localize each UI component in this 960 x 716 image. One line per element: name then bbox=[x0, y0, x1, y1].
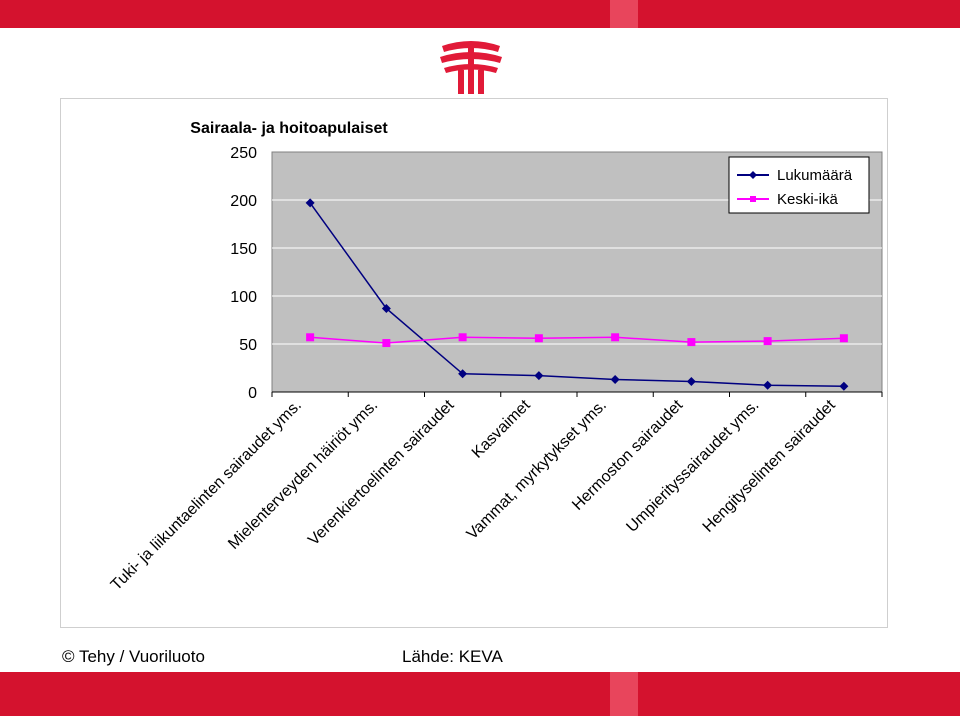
line-chart: 0 50 100 150 200 250 Tuki- ja liikuntaelinten… bbox=[108, 120, 883, 594]
data-point bbox=[382, 339, 391, 348]
data-point bbox=[534, 334, 543, 343]
band-segment bbox=[610, 672, 638, 716]
band-segment bbox=[0, 672, 610, 716]
legend-label-age: Keski-ikä bbox=[777, 191, 839, 208]
y-axis-tick-labels: 0 50 100 150 200 250 bbox=[230, 145, 257, 402]
series-lines bbox=[305, 198, 849, 391]
y-tick-label: 250 bbox=[230, 145, 257, 162]
top-color-band bbox=[0, 0, 960, 28]
y-tick-label: 150 bbox=[230, 241, 257, 258]
data-point bbox=[686, 376, 696, 386]
series-line bbox=[310, 336, 844, 344]
data-point bbox=[306, 333, 315, 342]
x-tick-label: Hengityselinten sairaudet bbox=[700, 396, 839, 535]
data-point bbox=[381, 303, 391, 313]
legend-marker-age bbox=[750, 196, 756, 202]
legend-marker-count bbox=[749, 171, 757, 179]
data-point bbox=[305, 198, 315, 208]
y-tick-label: 200 bbox=[230, 193, 257, 210]
data-point bbox=[534, 371, 544, 381]
band-segment bbox=[638, 0, 960, 28]
x-tick-label: Umpierityssairaudet yms. bbox=[623, 397, 762, 536]
x-tick-label: Mielenterveyden häiriöt yms. bbox=[225, 397, 381, 553]
data-point bbox=[458, 333, 467, 342]
band-segment bbox=[610, 0, 638, 28]
data-point bbox=[611, 333, 620, 342]
data-source: Lähde: KEVA bbox=[402, 647, 503, 666]
x-tick-label: Kasvaimet bbox=[469, 396, 534, 461]
data-point bbox=[839, 334, 848, 343]
x-tick-label: Vammat, myrkytykset yms. bbox=[464, 397, 610, 543]
y-tick-label: 100 bbox=[230, 289, 257, 306]
y-tick-label: 50 bbox=[239, 337, 257, 354]
chart-frame: 0 50 100 150 200 250 Tuki- ja liikuntaelinten… bbox=[60, 98, 888, 628]
data-point bbox=[839, 381, 849, 391]
data-point bbox=[458, 369, 468, 379]
tehy-logo-icon bbox=[440, 41, 502, 94]
legend-label-count: Lukumäärä bbox=[777, 167, 853, 184]
bottom-color-band bbox=[0, 672, 960, 716]
copyright-credit: © Tehy / Vuoriluoto bbox=[62, 647, 205, 666]
x-tick-label: Verenkiertoelinten sairaudet bbox=[305, 396, 458, 549]
x-axis-tick-labels: Tuki- ja liikuntaelinten sairaudet yms.M… bbox=[108, 396, 839, 593]
y-tick-label: 0 bbox=[248, 385, 257, 402]
legend-box bbox=[728, 156, 870, 214]
data-point bbox=[610, 375, 620, 385]
series-line bbox=[309, 202, 844, 387]
data-point bbox=[687, 338, 696, 347]
chart-legend: Lukumäärä Keski-ikä bbox=[728, 156, 870, 214]
data-point bbox=[763, 380, 773, 390]
data-point bbox=[763, 337, 772, 346]
gridlines bbox=[271, 199, 883, 397]
band-segment bbox=[0, 0, 610, 28]
band-segment bbox=[638, 672, 960, 716]
chart-title: Sairaala- ja hoitoapulaiset bbox=[190, 120, 388, 137]
